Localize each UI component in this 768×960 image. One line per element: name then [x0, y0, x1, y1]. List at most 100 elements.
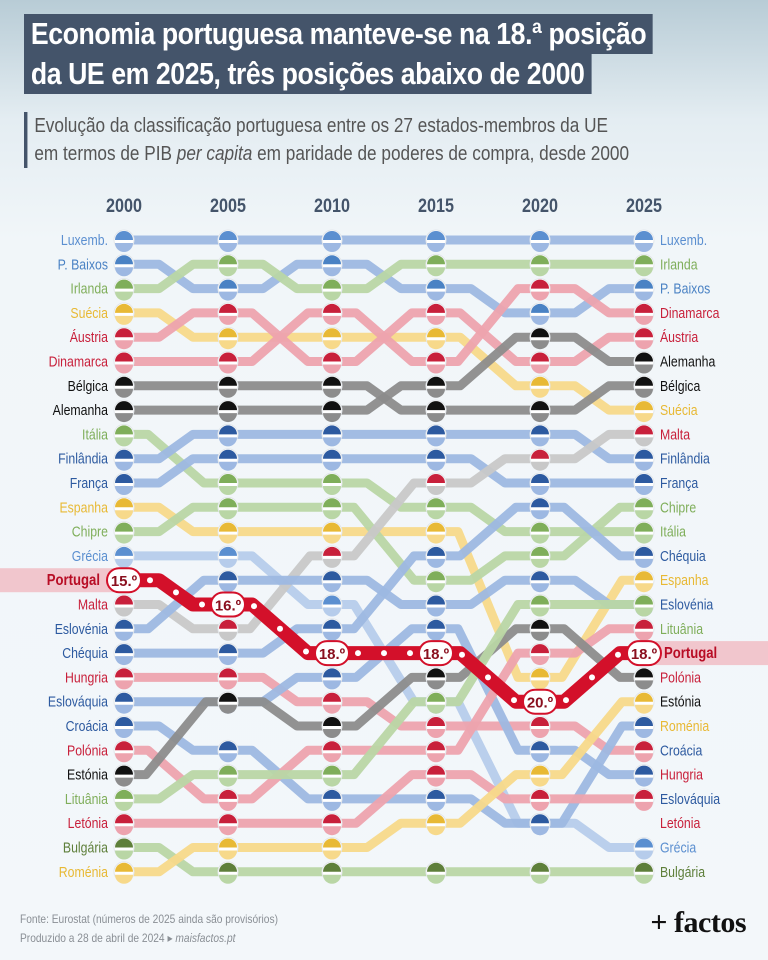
flag-top-half — [323, 571, 341, 581]
flag-top-half — [219, 231, 237, 240]
flag-bottom-half — [323, 388, 341, 398]
year-header: 2020 — [522, 195, 558, 217]
right-country-label: Letónia — [660, 815, 701, 831]
flag-bottom-half — [635, 413, 653, 423]
right-country-label: Lituânia — [660, 621, 703, 637]
portugal-dot — [589, 674, 595, 681]
portugal-dot — [381, 650, 387, 657]
flag-top-half — [219, 838, 237, 848]
flag-bottom-half — [427, 534, 446, 544]
portugal-dot — [277, 625, 283, 632]
flag-bottom-half — [115, 850, 133, 860]
flag-bottom-half — [427, 558, 446, 568]
flag-top-half — [531, 619, 549, 629]
flag-top-half — [531, 376, 549, 386]
flag-top-half — [323, 814, 341, 824]
flag-top-half — [427, 814, 445, 824]
flag-top-half — [219, 814, 237, 824]
flag-top-half — [635, 838, 653, 848]
flag-top-half — [635, 595, 653, 605]
website-link[interactable]: maisfactos.pt — [175, 931, 236, 945]
flag-top-half — [323, 255, 341, 265]
flag-bottom-half — [531, 534, 549, 544]
portugal-dot — [251, 603, 257, 610]
rank-badge — [314, 640, 350, 667]
flag-top-half — [219, 546, 237, 556]
right-country-label: Suécia — [660, 402, 698, 418]
flag-bottom-half — [323, 753, 341, 763]
flag-bottom-half — [323, 315, 341, 325]
right-country-label: Espanha — [660, 572, 709, 588]
year-header: 2010 — [314, 195, 350, 217]
title-line-2: da UE em 2025, três posições abaixo de 2… — [24, 54, 592, 94]
flag-top-half — [635, 741, 653, 751]
right-country-label: Eslovénia — [660, 596, 714, 612]
flag-top-half — [115, 838, 133, 848]
rank-badge — [418, 640, 454, 667]
right-country-label: Chipre — [660, 499, 697, 515]
flag-bottom-half — [115, 753, 133, 763]
flag-bottom-half — [427, 291, 446, 301]
right-country-label: Bulgária — [660, 864, 705, 880]
flag-bottom-half — [531, 486, 549, 495]
flag-top-half — [427, 255, 445, 265]
flag-bottom-half — [635, 364, 653, 374]
flag-top-half — [115, 401, 133, 411]
portugal-dot — [615, 651, 621, 658]
flag-bottom-half — [635, 729, 653, 738]
flag-top-half — [115, 741, 133, 751]
flag-top-half — [219, 862, 237, 872]
flag-bottom-half — [635, 437, 653, 447]
series-line — [119, 624, 649, 804]
flag-bottom-half — [323, 267, 341, 277]
flag-bottom-half — [323, 680, 341, 690]
flag-top-half — [323, 838, 341, 848]
left-country-label: Bulgária — [63, 839, 108, 855]
flag-top-half — [531, 425, 549, 435]
brand-logo: + factos — [650, 906, 746, 939]
flag-bottom-half — [115, 607, 133, 617]
flag-top-half — [115, 231, 133, 240]
flag-top-half — [115, 862, 133, 872]
flag-bottom-half — [323, 486, 341, 495]
flag-top-half — [635, 522, 653, 532]
flag-top-half — [323, 619, 341, 629]
right-country-label: Portugal — [664, 645, 717, 662]
flag-top-half — [427, 571, 445, 581]
flag-bottom-half — [427, 801, 446, 811]
flag-top-half — [323, 328, 341, 338]
flag-bottom-half — [323, 801, 341, 811]
portugal-band-right — [650, 641, 768, 666]
flag-bottom-half — [635, 850, 653, 860]
series-line — [119, 332, 649, 415]
flag-top-half — [427, 595, 445, 605]
flag-bottom-half — [531, 729, 549, 738]
flag-bottom-half — [531, 243, 549, 252]
flag-top-half — [531, 668, 549, 678]
flag-bottom-half — [219, 777, 237, 787]
flag-bottom-half — [635, 874, 653, 884]
flag-top-half — [427, 522, 445, 532]
flag-top-half — [115, 765, 133, 775]
flag-top-half — [323, 765, 341, 775]
flag-bottom-half — [427, 413, 446, 423]
flag-bottom-half — [219, 461, 237, 471]
flag-bottom-half — [635, 510, 653, 520]
flag-top-half — [323, 717, 341, 726]
flag-top-half — [427, 279, 445, 289]
series-line — [119, 770, 649, 828]
flag-top-half — [635, 231, 653, 240]
flag-top-half — [115, 692, 133, 702]
flag-top-half — [115, 668, 133, 678]
flag-bottom-half — [219, 534, 237, 544]
flag-top-half — [635, 474, 653, 483]
left-country-label: Alemanha — [53, 402, 109, 418]
flag-bottom-half — [115, 704, 133, 714]
portugal-dot — [511, 697, 517, 704]
flag-bottom-half — [219, 510, 237, 520]
flag-top-half — [531, 741, 549, 751]
flag-bottom-half — [531, 607, 549, 617]
flag-bottom-half — [635, 243, 653, 252]
flag-bottom-half — [635, 631, 653, 641]
flag-top-half — [427, 231, 445, 240]
